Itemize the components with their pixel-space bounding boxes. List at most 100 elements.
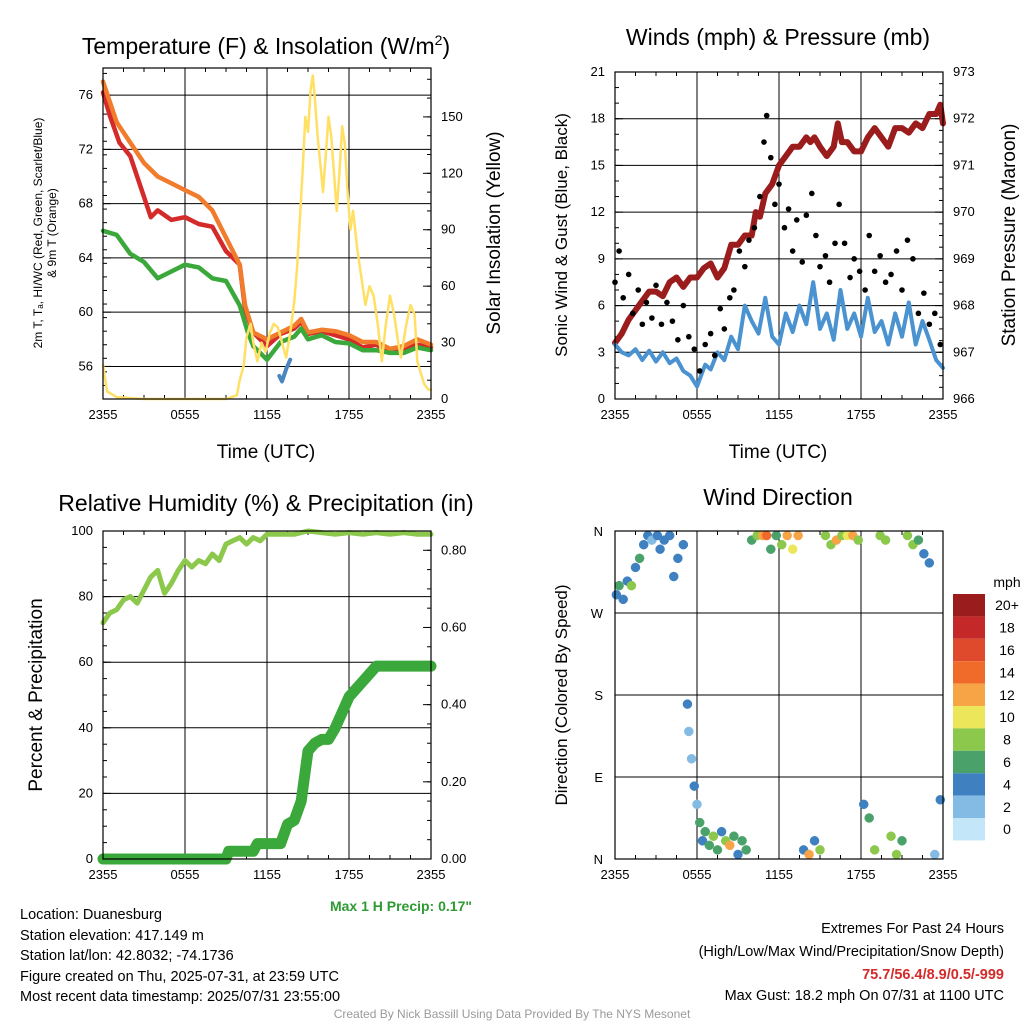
gust-point: [707, 330, 714, 337]
direction-point: [741, 845, 751, 855]
dir-chart-title: Wind Direction: [703, 484, 853, 510]
y2-tick-label: 60: [441, 278, 455, 293]
gust-point: [856, 268, 863, 275]
y-tick-label: 56: [79, 358, 93, 373]
x-tick-label: 1755: [847, 867, 876, 882]
legend-swatch: [953, 773, 985, 796]
gust-point: [711, 352, 718, 359]
gust-point: [776, 181, 782, 187]
gust-point: [664, 299, 670, 306]
gust-point: [616, 248, 622, 254]
y-tick-label: 18: [591, 111, 605, 126]
direction-point: [820, 530, 831, 541]
direction-point: [630, 562, 641, 573]
legend-swatch: [953, 661, 985, 684]
y2-tick-label: 0.80: [441, 542, 466, 557]
gust-point: [862, 287, 868, 293]
direction-point: [684, 726, 694, 737]
direction-point: [686, 754, 697, 764]
x-tick-label: 2355: [929, 407, 958, 422]
plot-frame: [102, 530, 432, 860]
legend-swatch: [953, 638, 985, 662]
gust-point: [932, 310, 938, 317]
gust-point: [658, 321, 665, 328]
legend-label: 6: [1003, 754, 1011, 770]
y2-tick-label: 966: [953, 391, 975, 406]
y-tick-label: 6: [598, 298, 605, 313]
rh-chart: 2355 0555 1155 1755 23550204060801000.000.20…: [71, 523, 466, 882]
gust-point: [691, 346, 698, 352]
direction-point: [913, 535, 924, 545]
rh-chart-title: Relative Humidity (%) & Precipitation (i…: [58, 490, 473, 516]
legend-label: 10: [999, 709, 1015, 725]
y2-tick-label: 120: [441, 165, 463, 180]
gust-point: [866, 232, 872, 239]
gust-point: [871, 268, 878, 275]
legend-label: 20+: [995, 597, 1019, 613]
station-latlon: Station lat/lon: 42.8032; -74.1736: [20, 948, 234, 964]
gust-point: [921, 290, 927, 296]
x-tick-label: 0555: [171, 407, 200, 422]
wind-y2-axis-label: Station Pressure (Maroon): [999, 124, 1020, 347]
legend-label: 18: [999, 620, 1015, 636]
direction-point: [614, 580, 624, 591]
gust-point: [841, 240, 848, 247]
direction-point: [793, 530, 803, 541]
x-tick-label: 1755: [335, 407, 364, 422]
temperature-line-orange: [100, 79, 434, 352]
direction-point: [919, 549, 929, 559]
y2-tick-label: 969: [953, 251, 975, 266]
gust-point: [761, 139, 767, 145]
y-tick-label: 0: [86, 851, 93, 866]
direction-point: [708, 831, 719, 841]
gust-point: [736, 248, 743, 254]
gust-point: [785, 206, 792, 212]
y-tick-label: 76: [79, 87, 93, 102]
precip-line-green: [97, 660, 437, 865]
legend-swatch: [953, 818, 985, 841]
temp-chart-title: Temperature (F) & Insolation (W/m2): [82, 32, 450, 59]
y2-tick-label: 973: [953, 64, 975, 79]
direction-point: [694, 817, 705, 828]
x-tick-label: 1755: [847, 407, 876, 422]
insolation-line-yellow: [101, 74, 433, 401]
y2-tick-label: 0.60: [441, 619, 466, 634]
direction-point: [897, 836, 907, 846]
legend-label: 8: [1003, 732, 1011, 748]
direction-point: [776, 539, 787, 550]
direction-point: [864, 813, 874, 823]
gust-point: [888, 271, 894, 278]
y-tick-label: 12: [591, 204, 605, 219]
pressure-line-maroon: [612, 101, 946, 346]
y2-tick-label: 0.40: [441, 697, 466, 712]
windchill-line-blue: [277, 357, 293, 384]
direction-point: [725, 840, 735, 851]
x-tick-label: 2355: [601, 867, 630, 882]
x-tick-label: 2355: [89, 407, 118, 422]
gust-point: [731, 287, 737, 293]
x-tick-label: 2355: [601, 407, 630, 422]
dewpoint-line-green: [100, 228, 434, 362]
most-recent-timestamp: Most recent data timestamp: 2025/07/31 2…: [20, 989, 341, 1005]
gust-point: [763, 112, 770, 119]
gust-point: [721, 326, 728, 332]
legend-title: mph: [993, 574, 1020, 590]
legend-label: 16: [999, 642, 1015, 658]
plot-frame: [614, 530, 944, 860]
y2-tick-label: 0.00: [441, 851, 466, 866]
direction-point: [782, 530, 792, 541]
y2-tick-label: 971: [953, 157, 975, 172]
gust-point: [649, 315, 655, 321]
gust-point: [727, 294, 733, 301]
direction-point: [880, 535, 891, 545]
x-tick-label: 1155: [253, 407, 281, 422]
direction-point: [787, 544, 798, 554]
direction-point: [930, 849, 940, 860]
legend-label: 0: [1003, 821, 1011, 837]
legend-swatch: [953, 683, 985, 706]
station-info: Location: Duanesburg Station elevation: …: [20, 905, 340, 1008]
gust-point: [847, 274, 853, 281]
direction-point: [704, 840, 715, 851]
dir-y-axis-label: Direction (Colored By Speed): [552, 584, 571, 805]
